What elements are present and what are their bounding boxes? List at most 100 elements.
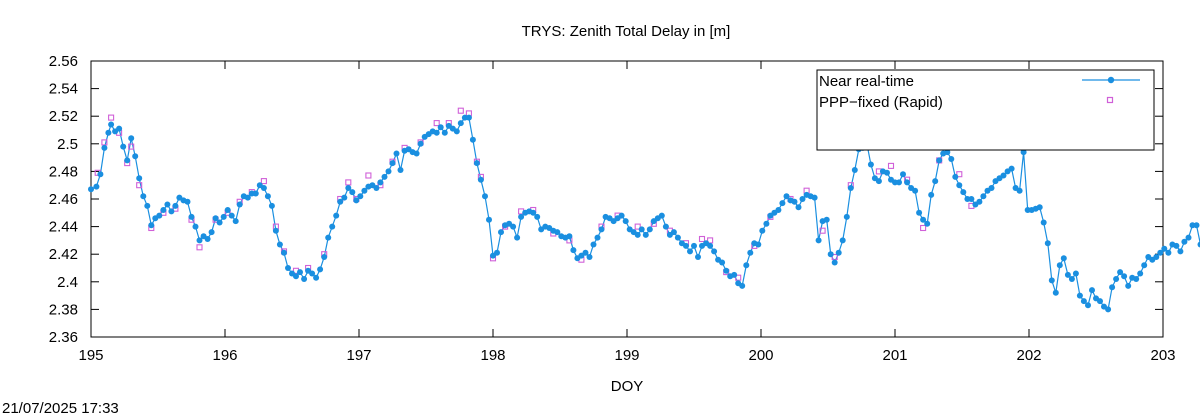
near-real-time-point (747, 249, 754, 256)
near-real-time-point (220, 213, 227, 220)
near-real-time-point (731, 271, 738, 278)
near-real-time-point (518, 213, 525, 220)
near-real-time-point (779, 200, 786, 207)
near-real-time-point (164, 201, 171, 208)
near-real-time-point (477, 176, 484, 183)
near-real-time-point (88, 186, 94, 193)
near-real-time-point (93, 183, 100, 190)
near-real-time-point (582, 249, 589, 256)
y-tick-label: 2.36 (49, 329, 78, 346)
near-real-time-point (156, 212, 163, 219)
near-real-time-point (799, 196, 806, 202)
near-real-time-point (739, 282, 746, 289)
near-real-time-point (264, 193, 271, 200)
near-real-time-point (594, 234, 601, 241)
near-real-time-point (1185, 234, 1192, 241)
near-real-time-point (236, 201, 243, 208)
x-tick-label: 202 (1016, 347, 1041, 364)
near-real-time-point (598, 226, 605, 233)
near-real-time-point (116, 125, 123, 132)
near-real-time-point (811, 194, 818, 201)
near-real-time-point (297, 269, 303, 276)
near-real-time-point (634, 231, 641, 238)
near-real-time-point (670, 229, 677, 236)
near-real-time-point (1036, 204, 1043, 211)
near-real-time-point (1060, 255, 1067, 262)
near-real-time-point (281, 249, 287, 256)
near-real-time-point (357, 193, 364, 200)
near-real-time-point (204, 236, 211, 242)
near-real-time-point (105, 129, 112, 136)
near-real-time-point (948, 156, 955, 162)
ppp-fixed-point (196, 244, 203, 251)
x-tick-labels: 195 196 197 198 199 200 201 202 203 (78, 347, 1175, 364)
near-real-time-point (920, 216, 927, 223)
near-real-time-point (707, 242, 714, 249)
near-real-time-point (1056, 262, 1063, 269)
near-real-time-point (1097, 298, 1103, 305)
ppp-fixed-point (108, 114, 115, 121)
near-real-time-point (317, 266, 324, 273)
near-real-time-point (570, 247, 577, 254)
near-real-time-point (413, 150, 420, 157)
near-real-time-point (313, 274, 320, 281)
near-real-time-point (216, 219, 223, 226)
legend-marker-near-real-time (1107, 76, 1115, 84)
near-real-time-point (168, 208, 175, 215)
near-real-time-point (755, 241, 762, 248)
near-real-time-point (1020, 149, 1027, 156)
ppp-fixed-point (365, 172, 372, 179)
near-real-time-point (1109, 284, 1116, 291)
near-real-time-point (272, 227, 279, 234)
near-real-time-point (534, 213, 541, 220)
near-real-time-point (128, 135, 135, 142)
near-real-time-point (638, 226, 645, 233)
near-real-time-point (916, 209, 923, 216)
near-real-time-point (136, 175, 143, 182)
near-real-time-point (341, 194, 348, 201)
near-real-time-point (361, 187, 368, 194)
near-real-time-point (1137, 270, 1144, 277)
near-real-time-point (743, 262, 750, 269)
x-tick-label: 197 (346, 347, 371, 364)
near-real-time-point (329, 223, 336, 230)
legend: Near real-time PPP−fixed (Rapid) (816, 69, 1155, 151)
near-real-time-point (381, 173, 388, 180)
near-real-time-point (1076, 292, 1083, 299)
near-real-time-point (1052, 289, 1059, 296)
legend-label-near-real-time: Near real-time (819, 73, 914, 90)
near-real-time-point (309, 270, 316, 277)
near-real-time-point (1000, 172, 1007, 179)
near-real-time-point (763, 220, 770, 227)
chart-title: TRYS: Zenith Total Delay in [m] (522, 23, 731, 40)
y-tick-label: 2.42 (49, 246, 78, 263)
near-real-time-point (1181, 238, 1188, 245)
near-real-time-point (172, 202, 179, 209)
y-tick-label: 2.4 (57, 274, 78, 291)
x-axis-label: DOY (611, 378, 644, 395)
near-real-time-point (924, 220, 931, 227)
near-real-time-point (232, 218, 239, 225)
ppp-fixed-point (128, 143, 135, 150)
near-real-time-point (867, 161, 874, 168)
near-real-time-point (646, 226, 653, 233)
near-real-time-point (1173, 242, 1180, 249)
near-real-time-point (896, 179, 902, 186)
near-real-time-point (433, 129, 440, 136)
near-real-time-point (1080, 298, 1087, 305)
ppp-fixed-point (136, 182, 143, 189)
near-real-time-point (1072, 270, 1079, 277)
near-real-time-point (900, 171, 906, 178)
near-real-time-point (815, 237, 822, 244)
y-tick-label: 2.5 (57, 136, 78, 153)
near-real-time-point (1113, 276, 1120, 282)
near-real-time-point (1064, 271, 1071, 278)
near-real-time-point (268, 202, 275, 209)
ppp-fixed-point (634, 223, 641, 230)
near-real-time-point (473, 160, 480, 167)
near-real-time-point (823, 216, 830, 223)
near-real-time-point (691, 242, 697, 249)
near-real-time-point (441, 129, 448, 136)
near-real-time-point (494, 249, 500, 256)
